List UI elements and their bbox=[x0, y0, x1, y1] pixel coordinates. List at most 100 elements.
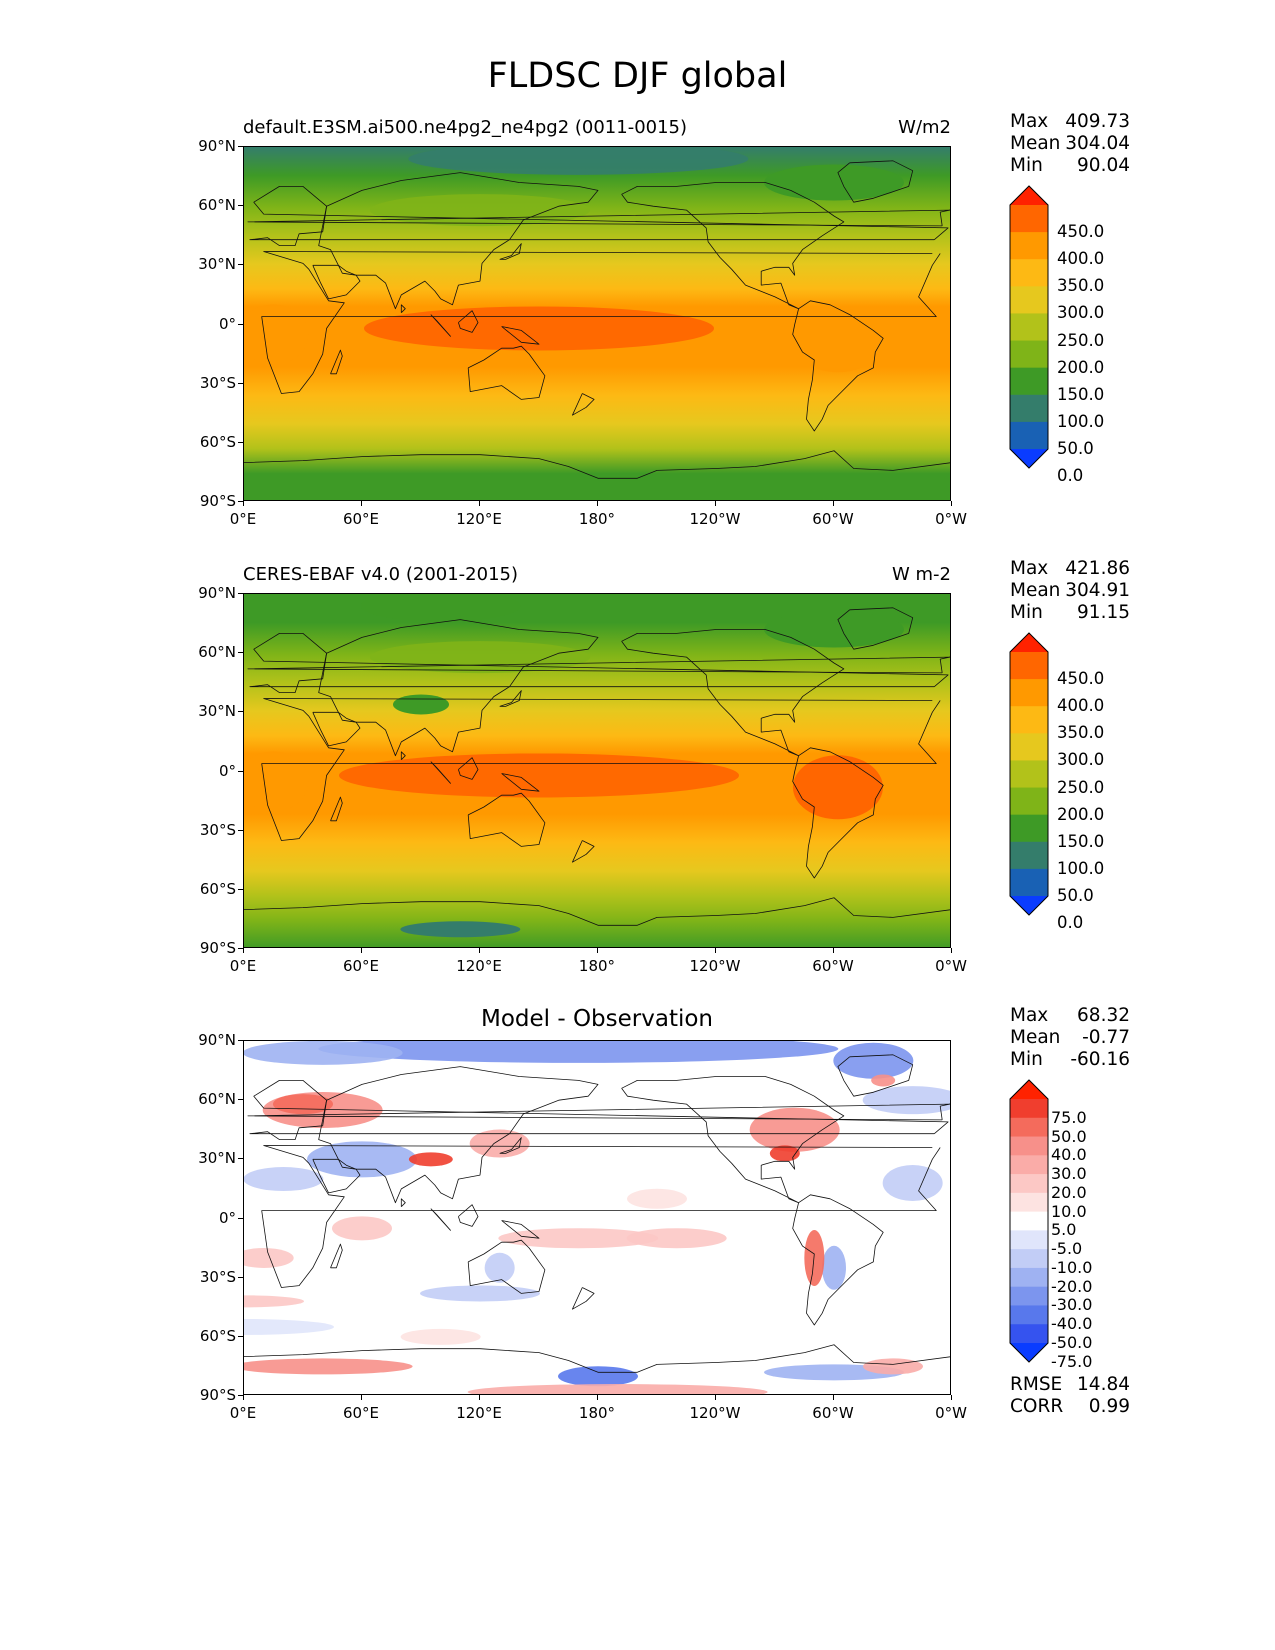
colorbar-tick-label: 0.0 bbox=[1057, 466, 1084, 486]
colorbar-extend-bottom bbox=[1010, 896, 1048, 915]
coastline-4 bbox=[467, 1239, 546, 1294]
stat-value: 304.91 bbox=[1065, 580, 1130, 601]
colorbar-tick-label: 200.0 bbox=[1057, 804, 1105, 824]
stat-row-min: Min 90.04 bbox=[1010, 155, 1130, 177]
panel-units: W m-2 bbox=[891, 564, 951, 585]
colorbar-swatch bbox=[1010, 232, 1048, 260]
colorbar-swatch bbox=[1010, 1192, 1048, 1213]
colorbar-swatch bbox=[1010, 706, 1048, 734]
anomaly-patch-22 bbox=[626, 1228, 727, 1249]
coastline-16 bbox=[400, 1198, 406, 1207]
colorbar-outline bbox=[1009, 1079, 1049, 1363]
sa-warm bbox=[792, 755, 883, 820]
colorbar-swatch bbox=[1010, 868, 1048, 897]
stats-box: Max 68.32 Mean -0.77 Min -60.16 bbox=[1010, 1005, 1130, 1071]
stat-value: 304.04 bbox=[1065, 133, 1130, 154]
lat-tick-mark bbox=[238, 501, 243, 502]
stat-value: 409.73 bbox=[1065, 111, 1130, 132]
stat-value: -60.16 bbox=[1070, 1049, 1130, 1070]
lat-tick-label: 90°S bbox=[199, 492, 236, 510]
colorbar-swatch bbox=[1010, 1211, 1048, 1231]
coastline-7 bbox=[837, 607, 914, 650]
lon-tick-mark bbox=[361, 948, 362, 953]
colorbar-swatch bbox=[1010, 259, 1048, 287]
anomaly-patch-20 bbox=[804, 1229, 825, 1286]
colorbar bbox=[1009, 185, 1049, 469]
coastline-5 bbox=[621, 629, 845, 757]
lon-tick-label: 0°E bbox=[229, 957, 257, 975]
colorbar-tick-label: -40.0 bbox=[1051, 1314, 1093, 1334]
colorbar-swatch bbox=[1010, 286, 1048, 314]
colorbar-tick-label: 75.0 bbox=[1051, 1107, 1087, 1127]
colorbar-tick-label: 250.0 bbox=[1057, 330, 1105, 350]
coastline-8 bbox=[244, 897, 950, 926]
coastline-14 bbox=[571, 1287, 595, 1310]
colorbar-outline bbox=[1009, 632, 1049, 916]
coastline-10 bbox=[458, 1204, 479, 1227]
lon-tick-label: 60°W bbox=[812, 1404, 854, 1422]
colorbar-tick-label: 400.0 bbox=[1057, 249, 1105, 269]
colorbar-extend-top bbox=[1010, 633, 1048, 652]
warm-pool bbox=[364, 306, 714, 351]
colorbar-swatch bbox=[1010, 313, 1048, 342]
colorbar-tick-label: 100.0 bbox=[1057, 411, 1105, 431]
lon-tick-mark bbox=[833, 1395, 834, 1400]
lat-tick-label: 90°S bbox=[199, 939, 236, 957]
coastline-15 bbox=[247, 656, 950, 674]
lon-tick-mark bbox=[361, 501, 362, 506]
coastline-12 bbox=[499, 243, 522, 260]
lon-tick-label: 60°E bbox=[342, 510, 380, 528]
lat-tick-mark bbox=[238, 888, 243, 890]
anomaly-patch-23 bbox=[332, 1216, 392, 1241]
colorbar-swatch bbox=[1010, 367, 1048, 396]
coastline-2 bbox=[318, 619, 599, 757]
map-svg bbox=[244, 147, 950, 500]
anomaly-patch-21 bbox=[498, 1228, 659, 1249]
coastline-6 bbox=[792, 747, 884, 879]
lon-tick-mark bbox=[833, 501, 834, 506]
coastline-4 bbox=[467, 792, 546, 847]
lon-tick-label: 0°E bbox=[229, 1404, 257, 1422]
colorbar-swatch bbox=[1010, 1136, 1048, 1156]
anomaly-patch-25 bbox=[244, 1358, 413, 1375]
canada-cold bbox=[764, 611, 904, 648]
lon-tick-mark bbox=[479, 501, 480, 506]
metric-value: 14.84 bbox=[1077, 1374, 1130, 1395]
colorbar-swatch bbox=[1010, 787, 1048, 816]
coastline-12 bbox=[499, 1137, 522, 1154]
anomaly-patch-8 bbox=[558, 1366, 638, 1387]
lat-tick-mark bbox=[238, 652, 243, 654]
colorbar-tick-label: 20.0 bbox=[1051, 1182, 1087, 1202]
lon-tick-mark bbox=[243, 1395, 244, 1400]
colorbar-tick-label: 400.0 bbox=[1057, 696, 1105, 716]
lat-tick-mark bbox=[238, 593, 243, 594]
arctic-cold bbox=[408, 147, 749, 175]
coastline-3 bbox=[312, 711, 361, 747]
lon-tick-label: 60°E bbox=[342, 1404, 380, 1422]
lon-tick-label: 180° bbox=[578, 510, 616, 528]
coastline-8 bbox=[244, 450, 950, 479]
coastlines bbox=[244, 1054, 950, 1373]
anomaly-patch-14 bbox=[273, 1094, 333, 1115]
stats-box: Max 409.73 Mean 304.04 Min 90.04 bbox=[1010, 111, 1130, 177]
coastline-14 bbox=[571, 840, 595, 863]
stat-value: 421.86 bbox=[1065, 558, 1130, 579]
map-panel-obs bbox=[243, 593, 951, 948]
lat-tick-mark bbox=[238, 1040, 243, 1041]
colorbar-tick-label: 450.0 bbox=[1057, 222, 1105, 242]
coastline-9 bbox=[430, 1208, 451, 1231]
stats-box: Max 421.86 Mean 304.91 Min 91.15 bbox=[1010, 558, 1130, 624]
lat-tick-mark bbox=[238, 382, 243, 384]
stat-label: Max bbox=[1010, 558, 1049, 579]
colorbar-swatch bbox=[1010, 1174, 1048, 1194]
coastlines bbox=[244, 607, 950, 926]
colorbar-tick-label: 40.0 bbox=[1051, 1145, 1087, 1165]
coastline-1 bbox=[249, 1080, 949, 1140]
siberia-cold bbox=[370, 641, 590, 674]
panel-left-title: CERES-EBAF v4.0 (2001-2015) bbox=[243, 564, 519, 585]
coastline-6 bbox=[792, 300, 884, 432]
colorbar-swatch bbox=[1010, 760, 1048, 789]
colorbar-swatch bbox=[1010, 1267, 1048, 1288]
colorbar-swatch bbox=[1010, 340, 1048, 369]
lon-tick-label: 120°E bbox=[456, 1404, 502, 1422]
